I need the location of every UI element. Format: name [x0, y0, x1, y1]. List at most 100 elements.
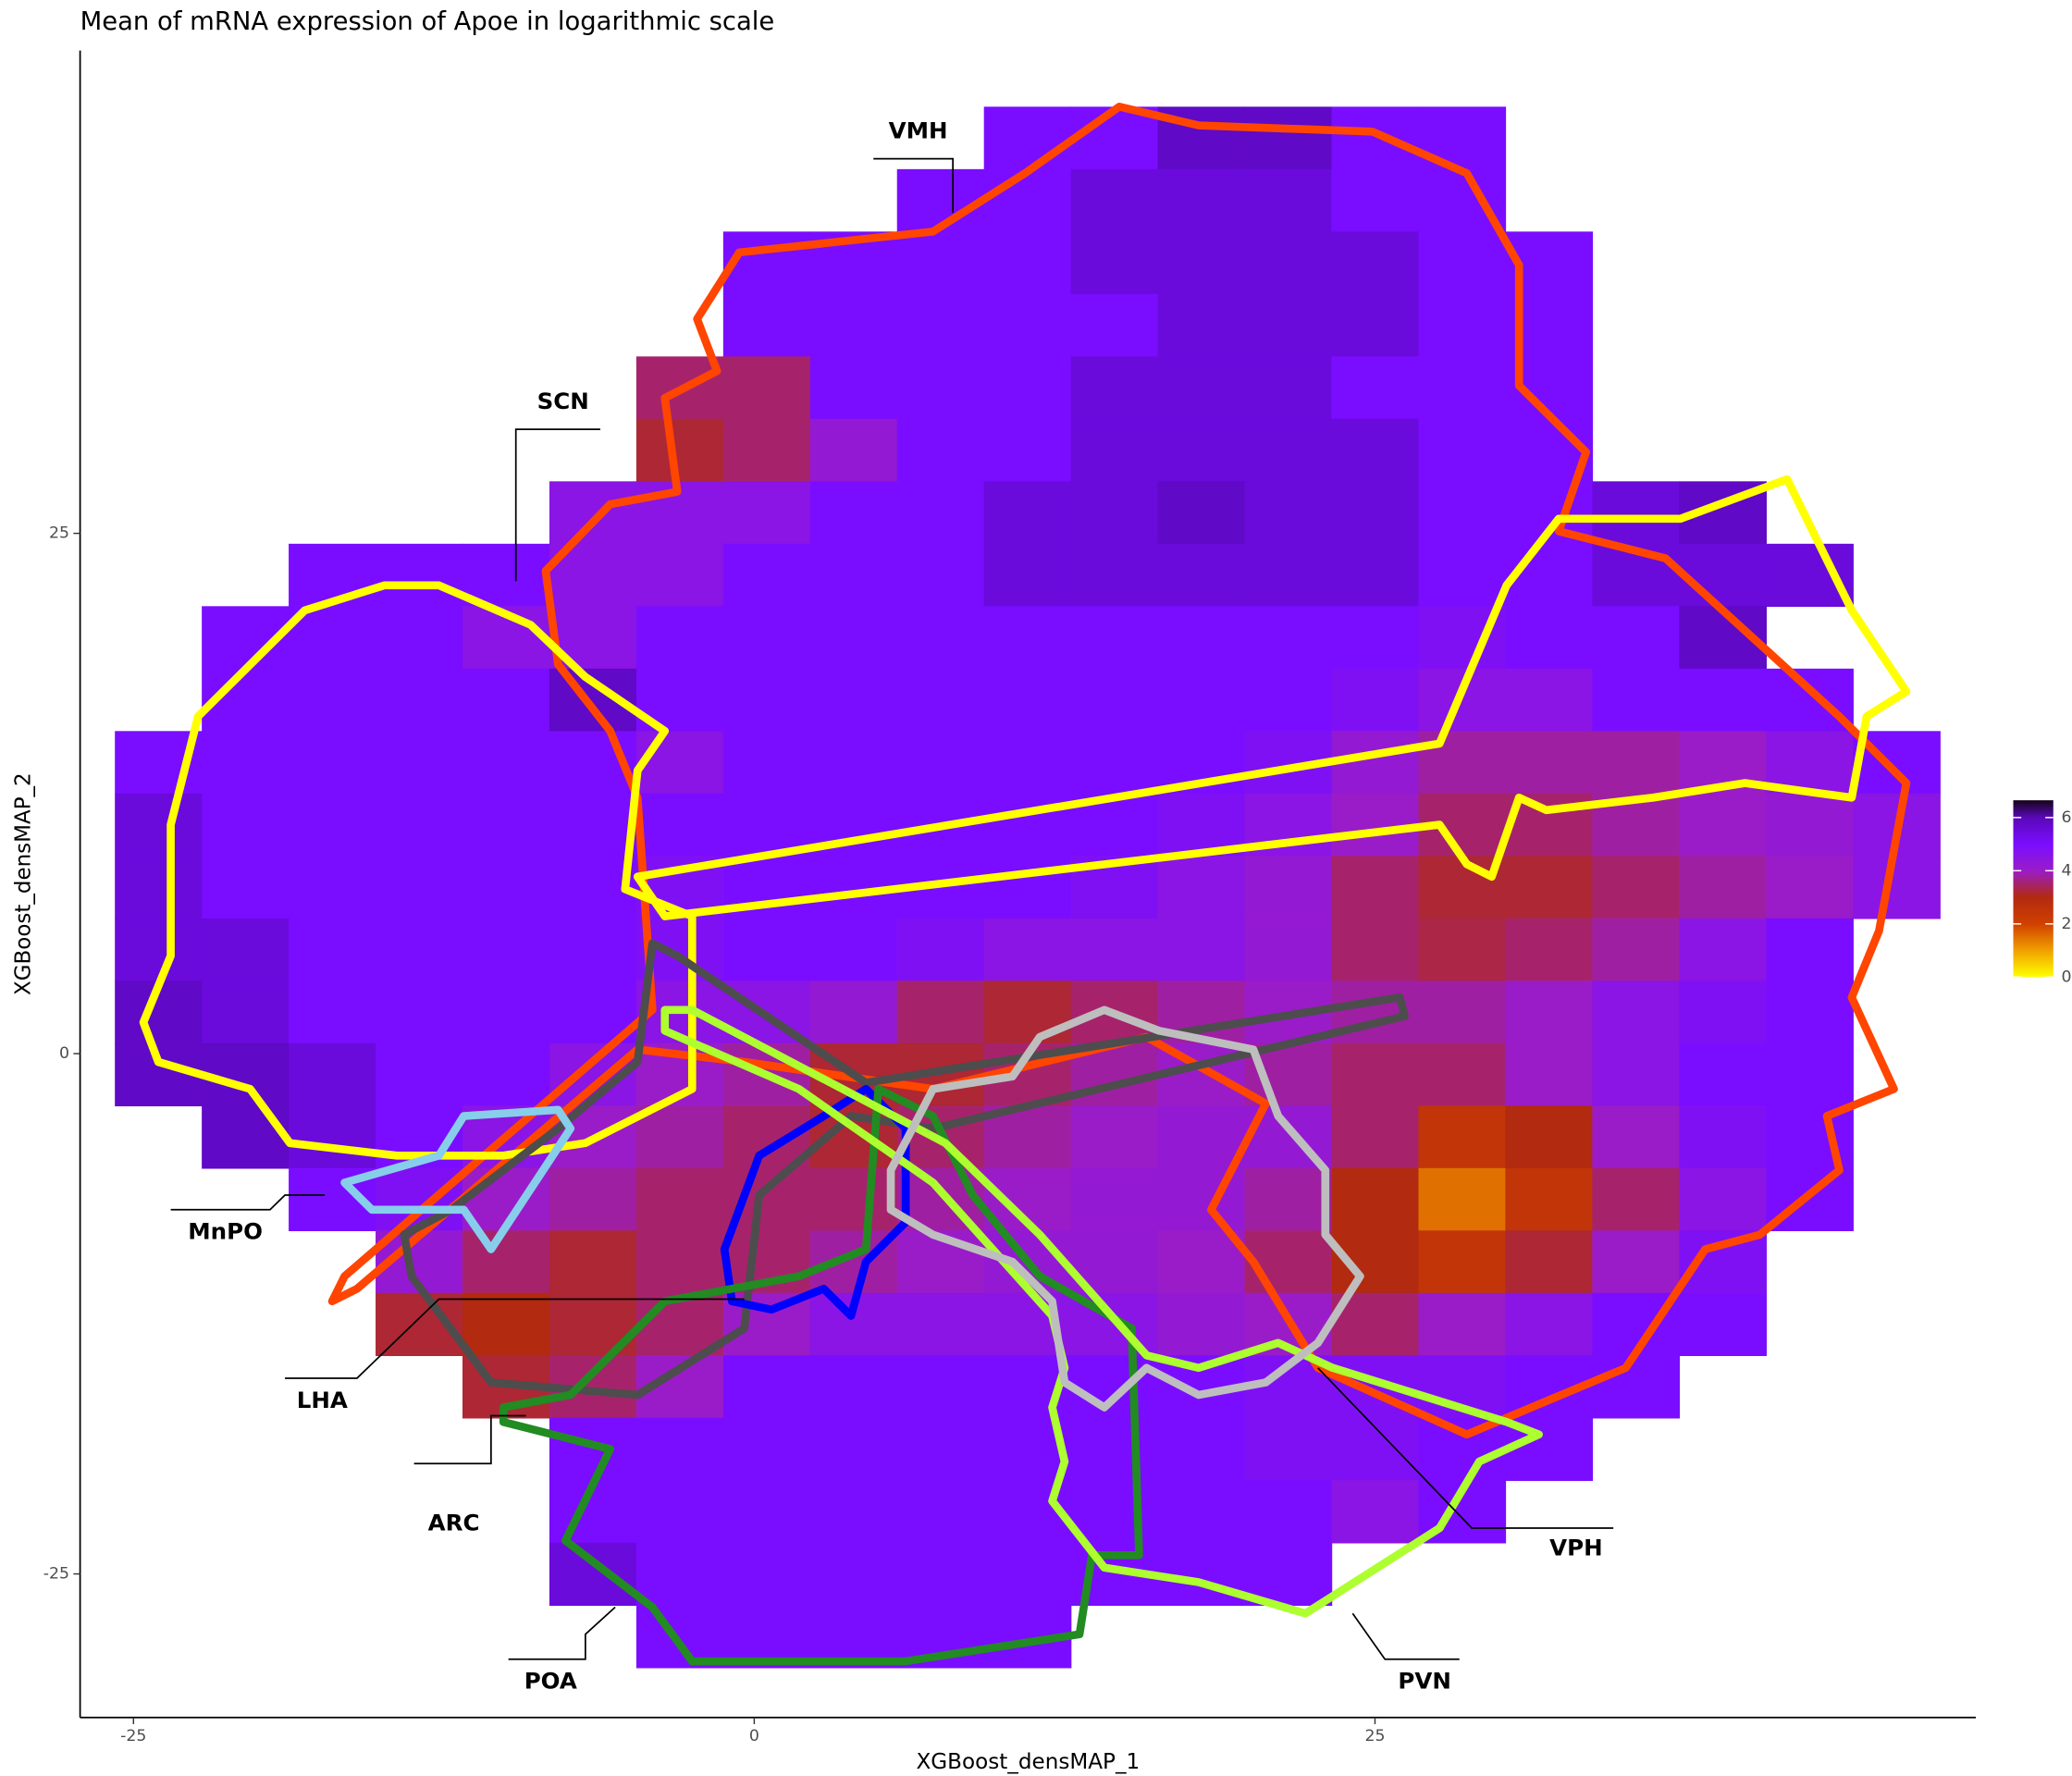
- region-outline: [499, 1084, 1143, 1666]
- hex-cell: [1766, 1042, 1854, 1107]
- hex-cell: [1679, 1042, 1767, 1107]
- hex-cell: [1070, 231, 1159, 295]
- hex-cell: [1244, 1230, 1333, 1294]
- hex-cell: [462, 1230, 550, 1294]
- hex-cell: [1331, 543, 1420, 608]
- hex-cell: [1331, 606, 1420, 670]
- region-outline: [139, 581, 697, 1160]
- hex-cell: [1418, 1042, 1507, 1107]
- hex-cell: [722, 1355, 811, 1419]
- hex-cell: [1505, 1167, 1594, 1232]
- annotations: VMH SCN MnPO LHA ARC POA PVN VPH: [170, 117, 1614, 1695]
- hex-cell: [549, 918, 637, 982]
- y-axis-label: XGBoost_densMAP_2: [11, 772, 35, 995]
- hex-cell: [896, 418, 985, 483]
- hex-cell: [1853, 856, 1941, 919]
- hex-cell: [1070, 293, 1159, 358]
- hex-cell: [1157, 168, 1246, 233]
- hex-cell: [115, 856, 203, 919]
- hex-cell: [983, 980, 1072, 1044]
- hex-cell: [1070, 668, 1159, 733]
- hex-cell: [809, 481, 898, 545]
- hex-cell: [1766, 856, 1854, 919]
- hex-cell: [1070, 1417, 1159, 1481]
- hex-cell: [376, 856, 463, 919]
- hex-cell: [896, 1355, 985, 1419]
- hex-cell: [1418, 356, 1507, 420]
- hex-cell: [376, 543, 463, 608]
- hex-cell: [1331, 293, 1420, 358]
- leader-line: [1351, 1612, 1460, 1660]
- hex-cell: [896, 1292, 985, 1357]
- hex-cell: [1331, 481, 1420, 545]
- hex-cell: [983, 731, 1072, 795]
- hex-cell: [289, 543, 376, 608]
- hex-cell: [896, 1480, 985, 1544]
- hex-cell: [1157, 1292, 1246, 1357]
- hex-cell: [1679, 543, 1767, 608]
- hex-cell: [1244, 418, 1333, 483]
- hex-cell: [1157, 543, 1246, 608]
- hex-cell: [1505, 856, 1594, 919]
- hex-cell: [1766, 918, 1854, 982]
- region-label: POA: [524, 1668, 577, 1695]
- hex-cell: [549, 1542, 637, 1606]
- hex-cell: [635, 793, 724, 857]
- hex-cell: [1505, 1042, 1594, 1107]
- hex-cell: [722, 543, 811, 608]
- hex-cell: [1331, 1167, 1420, 1232]
- hex-cell: [202, 731, 290, 795]
- hex-cell: [1070, 481, 1159, 545]
- hex-cell: [1157, 1167, 1246, 1232]
- region-label: VPH: [1549, 1535, 1602, 1561]
- hex-cell: [1418, 1105, 1507, 1169]
- hex-cell: [722, 356, 811, 420]
- hex-cell: [809, 980, 898, 1044]
- hex-cell: [809, 1355, 898, 1419]
- hex-cell: [983, 856, 1072, 919]
- hex-cell: [809, 1167, 898, 1232]
- hex-cell: [722, 1542, 811, 1606]
- hex-cell: [462, 918, 550, 982]
- hex-cell: [1766, 793, 1854, 857]
- hex-cell: [809, 543, 898, 608]
- hex-cell: [1418, 1167, 1507, 1232]
- hex-cell: [809, 731, 898, 795]
- hex-cell: [1505, 1292, 1594, 1357]
- leader-line: [413, 1414, 526, 1465]
- hex-cell: [462, 1292, 550, 1357]
- hex-cell: [289, 1042, 376, 1107]
- hex-cell: [1505, 668, 1594, 733]
- hex-cell: [896, 481, 985, 545]
- hex-cell: [1592, 1167, 1681, 1232]
- hex-cell: [1505, 1105, 1594, 1169]
- hex-cell: [896, 1417, 985, 1481]
- hex-cell: [376, 1042, 463, 1107]
- hex-cell: [1244, 356, 1333, 420]
- hex-cell: [1331, 856, 1420, 919]
- hex-cell: [289, 1105, 376, 1169]
- hex-cell: [1070, 606, 1159, 670]
- region-outlines: [139, 103, 1911, 1666]
- region-label: PVN: [1398, 1668, 1450, 1695]
- hex-cell: [1244, 168, 1333, 233]
- hex-cell: [1157, 668, 1246, 733]
- hex-cell: [462, 668, 550, 733]
- hex-cell: [635, 1230, 724, 1294]
- hex-cell: [1679, 980, 1767, 1044]
- leader-line: [170, 1194, 326, 1211]
- hex-cell: [1331, 168, 1420, 233]
- region-label: MnPO: [188, 1218, 263, 1245]
- colorbar-tick-label: 4: [2061, 861, 2071, 880]
- hex-cell: [722, 1480, 811, 1544]
- hex-cell: [896, 1542, 985, 1606]
- leader-line: [514, 428, 600, 582]
- hex-cell: [1157, 1417, 1246, 1481]
- y-tick-label: -25: [43, 1565, 69, 1584]
- hex-cell: [983, 231, 1072, 295]
- hex-cell: [289, 668, 376, 733]
- hex-cell: [1244, 606, 1333, 670]
- hex-cell: [896, 356, 985, 420]
- hex-cell: [1157, 293, 1246, 358]
